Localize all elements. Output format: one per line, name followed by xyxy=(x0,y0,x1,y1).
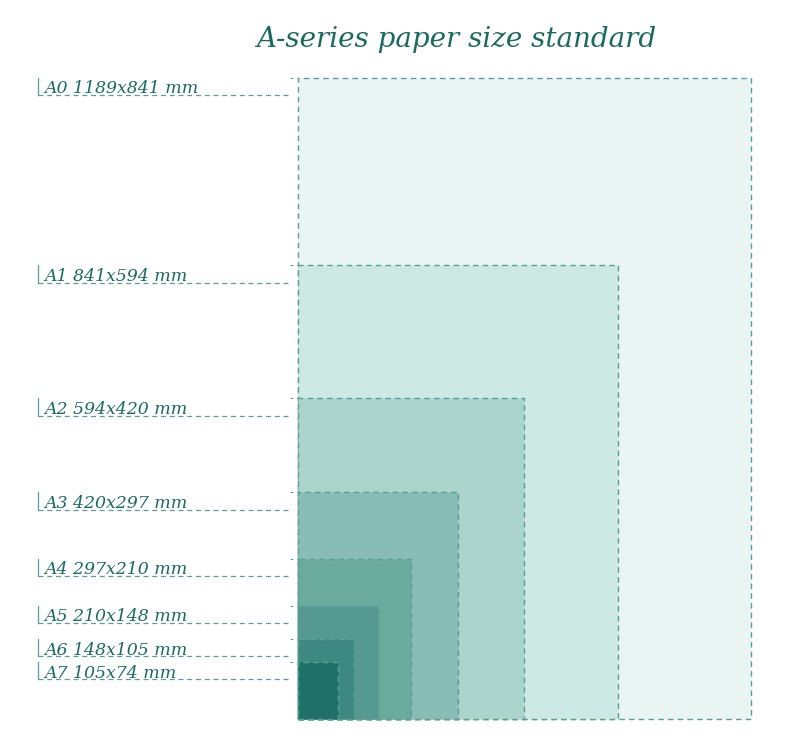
Text: A1 841x594 mm: A1 841x594 mm xyxy=(44,268,188,285)
Bar xyxy=(298,662,338,719)
Bar xyxy=(298,492,458,719)
Text: A6 148x105 mm: A6 148x105 mm xyxy=(44,642,188,658)
Text: A2 594x420 mm: A2 594x420 mm xyxy=(44,401,188,418)
Text: A7 105x74 mm: A7 105x74 mm xyxy=(44,665,177,682)
Bar xyxy=(298,606,378,719)
Text: A3 420x297 mm: A3 420x297 mm xyxy=(44,495,188,512)
Text: A4 297x210 mm: A4 297x210 mm xyxy=(44,562,188,578)
Text: A5 210x148 mm: A5 210x148 mm xyxy=(44,609,188,625)
Bar xyxy=(298,559,411,719)
Bar xyxy=(298,265,618,719)
Bar xyxy=(298,78,751,719)
Text: A-series paper size standard: A-series paper size standard xyxy=(257,26,657,53)
Bar xyxy=(298,639,354,719)
Bar xyxy=(298,398,524,719)
Text: A0 1189x841 mm: A0 1189x841 mm xyxy=(44,80,198,98)
